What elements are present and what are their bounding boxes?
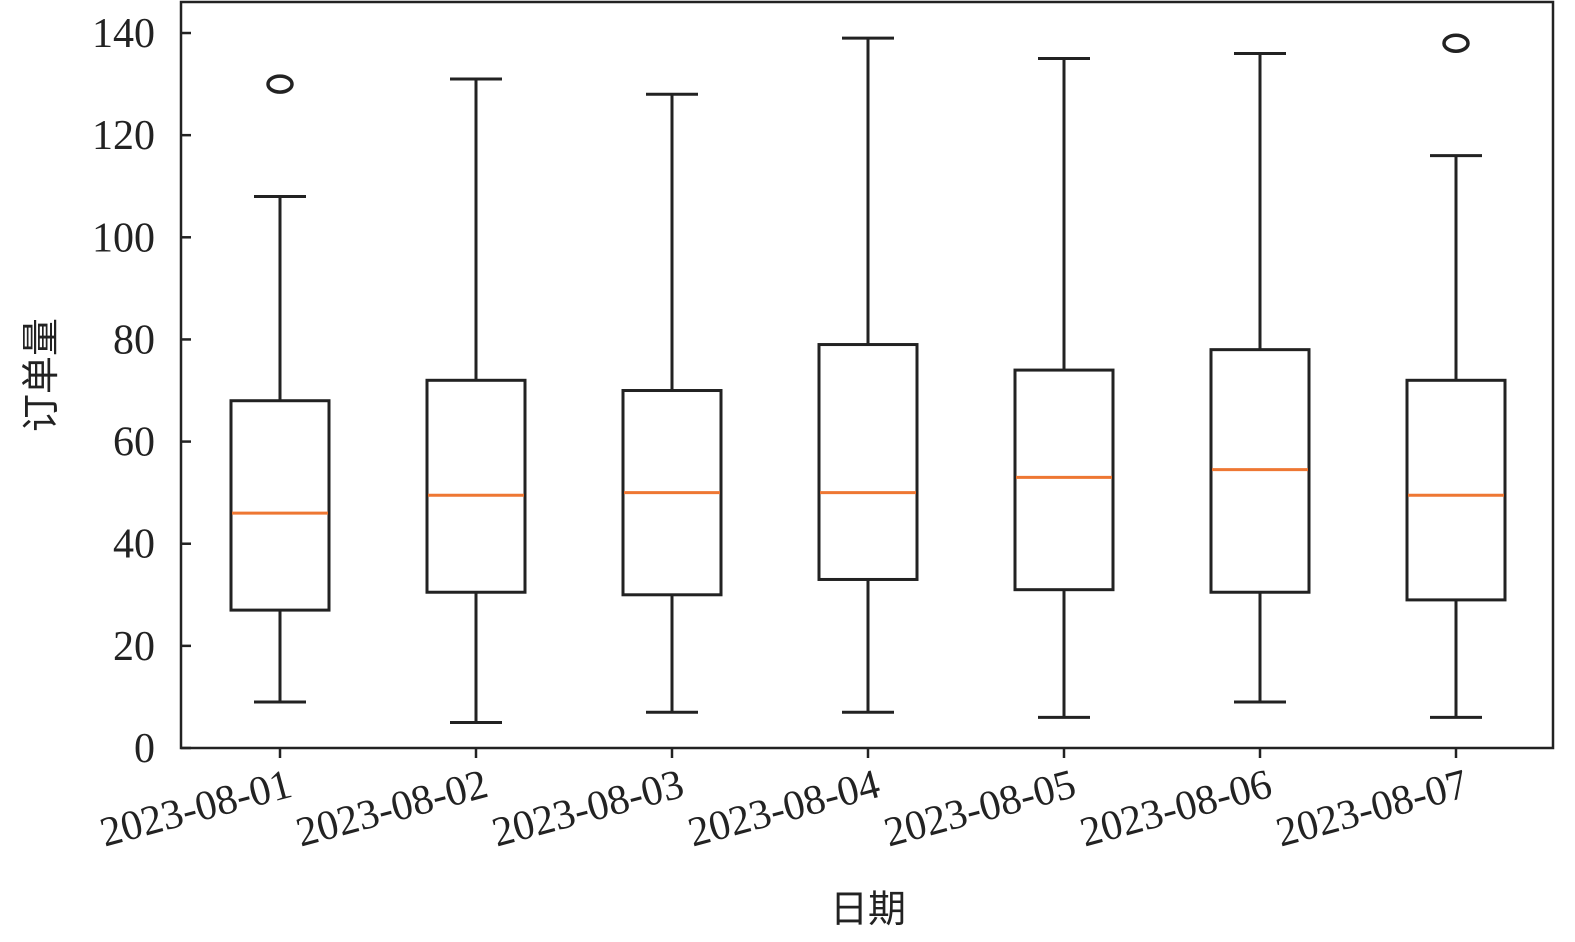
box-group [1209,51,1311,704]
x-axis-title: 日期 [830,887,906,931]
iqr-box [229,399,331,612]
iqr-box [425,378,527,594]
iqr-box [1013,368,1115,592]
box-group [425,77,527,724]
box-group [817,36,919,714]
outlier-point [266,74,294,94]
y-tick-label: 140 [92,11,155,57]
x-tick-label: 2023-08-07 [1271,761,1472,856]
x-tick-label: 2023-08-06 [1075,761,1276,856]
x-tick-label: 2023-08-01 [95,761,296,856]
x-tick-label: 2023-08-03 [487,761,688,856]
y-tick-label: 40 [113,522,155,568]
y-tick-label: 120 [92,113,155,159]
box-group [621,92,723,714]
y-tick-label: 60 [113,420,155,466]
y-axis-title: 订单量 [19,318,63,432]
y-tick-label: 20 [113,624,155,670]
y-tick-label: 0 [134,726,155,772]
outlier-point [1442,33,1470,53]
y-tick-label: 80 [113,317,155,363]
x-tick-label: 2023-08-05 [879,761,1080,856]
box-group [229,74,331,704]
iqr-box [1405,378,1507,602]
box-group [1013,57,1115,719]
y-axis: 0 20 40 60 80 100 120 140 [92,11,191,772]
plot-area [229,33,1507,724]
x-tick-label: 2023-08-04 [683,761,884,856]
box-group [1405,33,1507,719]
iqr-box [817,343,919,581]
y-tick-label: 100 [92,215,155,261]
x-axis: 2023-08-012023-08-022023-08-032023-08-04… [95,748,1473,856]
x-tick-label: 2023-08-02 [291,761,492,856]
